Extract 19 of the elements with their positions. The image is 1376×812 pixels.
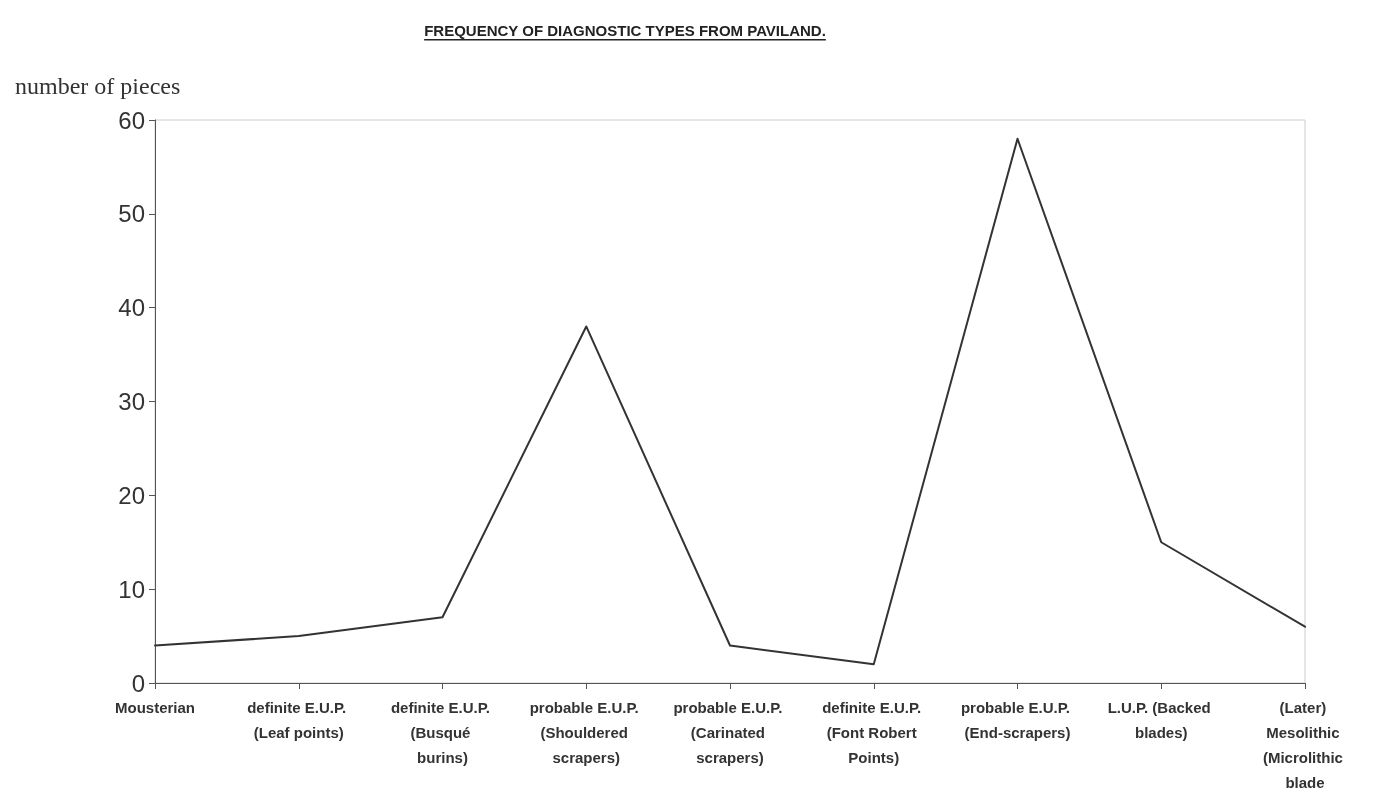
x-tick-label: L.U.P. (Backed blades) bbox=[1107, 699, 1215, 741]
y-tick-label: 0 bbox=[131, 669, 145, 697]
y-tick-label: 20 bbox=[118, 481, 145, 509]
y-tick-label: 40 bbox=[118, 294, 145, 322]
x-tick-label: probable E.U.P. (Carinated scrapers) bbox=[673, 699, 787, 766]
line-series bbox=[154, 137, 1306, 666]
x-tick-label: probable E.U.P. (Shouldered scrapers) bbox=[529, 699, 643, 766]
x-tick-label: Mousterian bbox=[114, 699, 196, 716]
x-tick-label: definite E.U.P. (Font Robert Points) bbox=[822, 699, 926, 766]
y-tick-label: 60 bbox=[118, 106, 145, 134]
x-tick-label: definite E.U.P. (Busqué burins) bbox=[390, 699, 495, 766]
x-tick-label: (Later) Mesolithic (Microlithic blade bbox=[1262, 699, 1348, 791]
x-tick-label: probable E.U.P. (End-scrapers) bbox=[960, 699, 1075, 741]
y-tick-label: 50 bbox=[118, 200, 145, 228]
x-tick-label: definite E.U.P. (Leaf points) bbox=[247, 699, 351, 741]
chart-title: FREQUENCY OF DIAGNOSTIC TYPES FROM PAVILAND. bbox=[424, 22, 826, 39]
y-tick-label: 10 bbox=[118, 575, 145, 603]
y-axis-title: number of pieces bbox=[15, 73, 181, 99]
y-tick-label: 30 bbox=[118, 388, 145, 415]
